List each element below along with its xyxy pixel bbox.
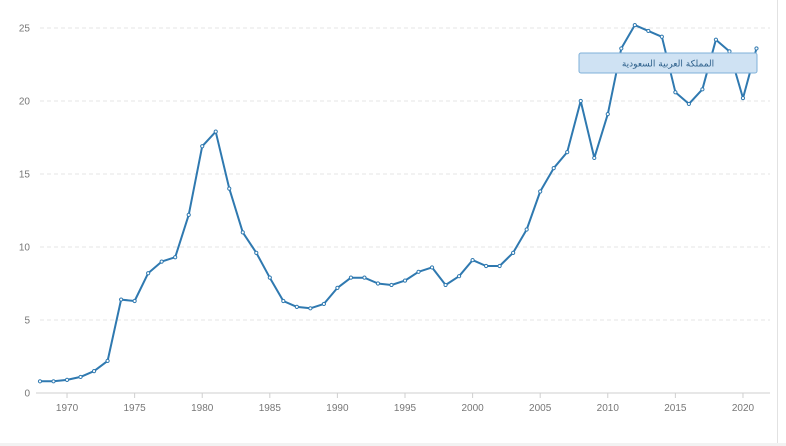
data-point[interactable] <box>37 379 43 384</box>
data-point[interactable] <box>632 22 637 28</box>
data-point[interactable] <box>429 265 435 270</box>
data-point[interactable] <box>605 112 610 117</box>
x-tick-label: 1990 <box>326 403 349 414</box>
x-tick-label: 2015 <box>664 403 687 414</box>
data-point[interactable] <box>592 155 597 161</box>
data-point[interactable] <box>51 379 56 384</box>
y-tick-label: 15 <box>19 170 31 181</box>
y-tick-label: 0 <box>24 389 30 400</box>
chart-right-border <box>777 0 778 446</box>
data-point[interactable] <box>740 95 746 101</box>
data-point[interactable] <box>362 275 367 280</box>
data-point[interactable] <box>78 374 83 380</box>
data-point[interactable] <box>524 227 529 232</box>
data-point[interactable] <box>64 377 70 382</box>
data-point[interactable] <box>389 282 394 288</box>
data-point[interactable] <box>159 259 164 264</box>
data-point[interactable] <box>659 34 664 39</box>
data-point[interactable] <box>348 275 354 280</box>
series-line <box>40 24 758 383</box>
data-point[interactable] <box>240 230 245 235</box>
data-point[interactable] <box>402 278 408 283</box>
x-tick-label: 2020 <box>732 403 755 414</box>
x-tick-label: 1985 <box>259 403 282 414</box>
y-tick-label: 20 <box>19 97 31 108</box>
data-point[interactable] <box>105 358 110 363</box>
x-tick-label: 1980 <box>191 403 214 414</box>
data-point[interactable] <box>456 274 462 279</box>
data-point[interactable] <box>146 271 151 276</box>
y-tick-label: 25 <box>19 24 31 35</box>
y-tick-label: 5 <box>24 316 30 327</box>
data-point[interactable] <box>646 28 651 34</box>
series-layer <box>37 22 759 384</box>
data-point[interactable] <box>132 298 137 304</box>
data-point[interactable] <box>227 186 232 191</box>
data-point[interactable] <box>713 37 719 42</box>
data-point[interactable] <box>538 189 543 194</box>
grid-layer <box>40 27 770 321</box>
data-point[interactable] <box>565 150 570 155</box>
page-bottom-edge <box>0 443 786 446</box>
data-point[interactable] <box>321 301 326 307</box>
data-point[interactable] <box>91 369 97 374</box>
data-point[interactable] <box>551 166 556 171</box>
data-point[interactable] <box>267 275 272 280</box>
data-point[interactable] <box>443 282 448 288</box>
data-point[interactable] <box>281 298 286 304</box>
data-point[interactable] <box>754 46 759 51</box>
data-point[interactable] <box>335 285 340 290</box>
data-point[interactable] <box>470 258 475 263</box>
data-point[interactable] <box>484 263 489 269</box>
legend: المملكة العربية السعودية <box>578 52 758 74</box>
data-point[interactable] <box>254 250 259 255</box>
axis-layer: 0 5 10 15 20 25 1970 1975 1980 1985 1990 1995 2000 20… <box>19 24 770 414</box>
data-point[interactable] <box>186 212 191 217</box>
data-point[interactable] <box>578 98 583 104</box>
y-tick-label: 10 <box>19 243 31 254</box>
x-tick-label: 2005 <box>529 403 552 414</box>
x-tick-label: 1970 <box>56 403 79 414</box>
data-point[interactable] <box>416 269 421 274</box>
data-point[interactable] <box>294 304 299 309</box>
data-point[interactable] <box>213 129 218 134</box>
data-point[interactable] <box>200 144 205 149</box>
data-point[interactable] <box>619 46 624 51</box>
x-tick-label: 2010 <box>597 403 620 414</box>
data-point[interactable] <box>375 281 381 286</box>
data-point[interactable] <box>511 250 516 255</box>
x-tick-label: 1975 <box>124 403 147 414</box>
x-tick-label: 1995 <box>394 403 417 414</box>
data-point[interactable] <box>727 49 732 54</box>
x-tick-label: 2000 <box>461 403 484 414</box>
data-point[interactable] <box>673 90 678 95</box>
data-point[interactable] <box>700 87 705 92</box>
legend-label-box <box>578 52 758 74</box>
data-point[interactable] <box>497 263 502 269</box>
data-point[interactable] <box>686 101 691 107</box>
data-point[interactable] <box>173 255 178 260</box>
data-point[interactable] <box>119 297 124 302</box>
data-point[interactable] <box>308 306 313 311</box>
series-name-label: المملكة العربية السعودية <box>622 60 714 70</box>
